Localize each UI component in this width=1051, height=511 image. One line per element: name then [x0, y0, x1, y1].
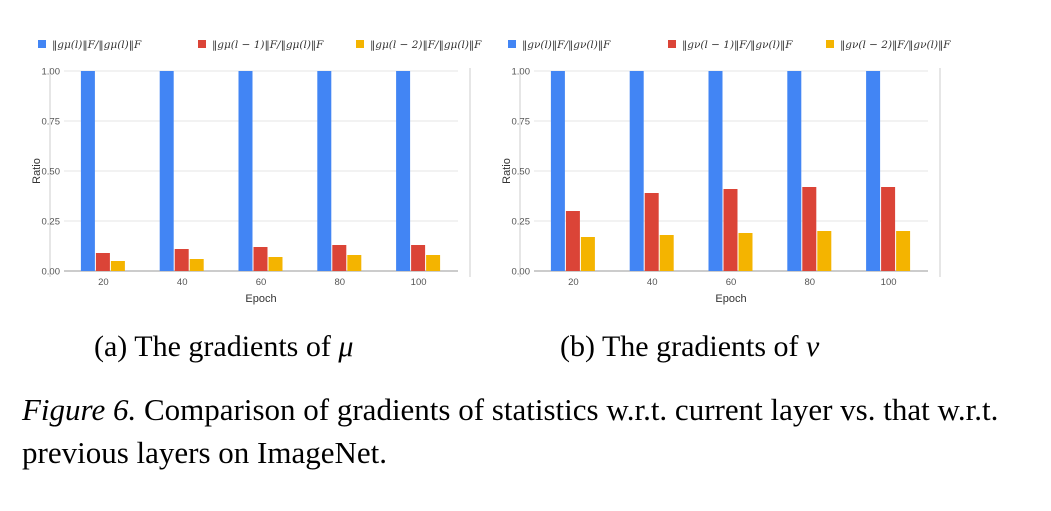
bar-2-100: [426, 255, 441, 271]
bar-0-100: [866, 71, 881, 271]
legend-swatch-1: [198, 40, 206, 48]
legend-swatch-0: [38, 40, 46, 48]
legend-label-1: ‖gμ(l − 1)‖F/‖gμ(l)‖F: [212, 39, 324, 52]
figure-caption-text: Comparison of gradients of statistics w.…: [22, 392, 999, 470]
y-tick-label: 0.50: [512, 167, 531, 178]
x-tick-label: 100: [881, 277, 897, 288]
y-tick-label: 0.00: [512, 267, 531, 278]
bar-0-60: [708, 71, 723, 271]
bar-2-80: [347, 255, 362, 271]
bar-0-80: [787, 71, 802, 271]
subcaption-a-symbol: μ: [338, 330, 354, 363]
y-tick-label: 1.00: [42, 67, 61, 78]
bar-1-100: [881, 187, 896, 271]
bar-0-100: [396, 71, 411, 271]
bar-1-20: [95, 253, 110, 271]
legend-label-2: ‖gμ(l − 2)‖F/‖gμ(l)‖F: [370, 39, 482, 52]
chart-nu-svg: ‖gν(l)‖F/‖gν(l)‖F ‖gν(l − 1)‖F/‖gν(l)‖F ‖g…: [501, 39, 951, 305]
x-axis-label: Epoch: [715, 293, 746, 305]
chart-mu: ‖gμ(l)‖F/‖gμ(l)‖F ‖gμ(l − 1)‖F/‖gμ(l)‖F ‖g…: [28, 30, 482, 310]
figure-caption: Figure 6. Comparison of gradients of sta…: [22, 388, 1032, 474]
x-tick-label: 40: [647, 277, 658, 288]
bar-1-100: [411, 245, 426, 271]
bar-1-80: [332, 245, 347, 271]
x-tick-label: 20: [568, 277, 579, 288]
y-tick-label: 0.25: [512, 217, 531, 228]
legend-label-0: ‖gμ(l)‖F/‖gμ(l)‖F: [52, 39, 142, 52]
bar-2-60: [268, 257, 283, 271]
y-tick-label: 0.75: [42, 117, 61, 128]
x-tick-label: 100: [411, 277, 427, 288]
y-axis-label: Ratio: [501, 158, 513, 184]
y-tick-label: 1.00: [512, 67, 531, 78]
figure-label: Figure 6.: [22, 392, 137, 427]
bar-1-80: [802, 187, 817, 271]
subcaption-b-prefix: (b) The gradients of: [560, 330, 799, 363]
legend-label-1: ‖gν(l − 1)‖F/‖gν(l)‖F: [682, 39, 793, 52]
x-tick-label: 20: [98, 277, 109, 288]
bar-2-40: [659, 235, 674, 271]
chart-nu: ‖gν(l)‖F/‖gν(l)‖F ‖gν(l − 1)‖F/‖gν(l)‖F ‖g…: [498, 30, 951, 310]
bar-0-20: [550, 71, 565, 271]
bar-0-40: [629, 71, 644, 271]
x-axis-label: Epoch: [245, 293, 276, 305]
y-axis-label: Ratio: [31, 158, 43, 184]
bar-2-40: [189, 259, 204, 271]
y-tick-label: 0.50: [42, 167, 61, 178]
bar-1-40: [644, 193, 659, 271]
bar-2-80: [817, 231, 832, 271]
subcaption-b-symbol: ν: [806, 330, 820, 363]
legend-swatch-2: [356, 40, 364, 48]
bar-1-60: [723, 189, 738, 271]
legend-swatch-0: [508, 40, 516, 48]
subcaption-a: (a) The gradients of μ: [94, 330, 353, 364]
x-tick-label: 80: [805, 277, 816, 288]
legend-swatch-2: [826, 40, 834, 48]
bar-0-80: [317, 71, 332, 271]
x-tick-label: 80: [335, 277, 346, 288]
legend-swatch-1: [668, 40, 676, 48]
y-tick-label: 0.25: [42, 217, 61, 228]
y-tick-label: 0.00: [42, 267, 61, 278]
bar-2-20: [110, 261, 125, 271]
y-tick-label: 0.75: [512, 117, 531, 128]
subcaption-b: (b) The gradients of ν: [560, 330, 819, 364]
bar-0-60: [238, 71, 253, 271]
legend-label-0: ‖gν(l)‖F/‖gν(l)‖F: [522, 39, 611, 52]
bar-0-20: [80, 71, 95, 271]
x-tick-label: 60: [256, 277, 267, 288]
chart-mu-svg: ‖gμ(l)‖F/‖gμ(l)‖F ‖gμ(l − 1)‖F/‖gμ(l)‖F ‖g…: [31, 39, 482, 305]
bar-2-20: [580, 237, 595, 271]
bar-2-100: [896, 231, 911, 271]
bar-1-20: [565, 211, 580, 271]
x-tick-label: 40: [177, 277, 188, 288]
bar-1-40: [174, 249, 189, 271]
bar-1-60: [253, 247, 268, 271]
subcaption-a-prefix: (a) The gradients of: [94, 330, 331, 363]
bar-2-60: [738, 233, 753, 271]
legend-label-2: ‖gν(l − 2)‖F/‖gν(l)‖F: [840, 39, 951, 52]
bar-0-40: [159, 71, 174, 271]
x-tick-label: 60: [726, 277, 737, 288]
